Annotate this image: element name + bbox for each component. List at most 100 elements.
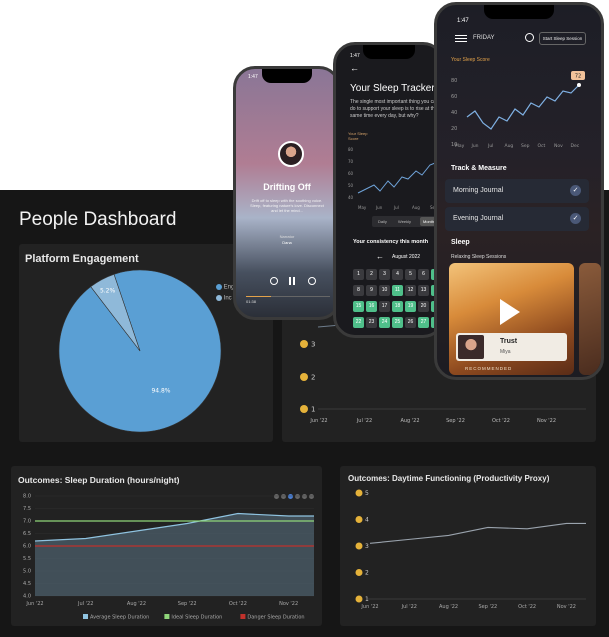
month-label: Jul [393,205,399,210]
emoji-icon [355,489,363,497]
card-info: Trust Miya [456,333,567,361]
legend-dot-icon [216,295,222,301]
phone-notch [262,69,312,83]
score-tick: 60 [348,171,354,176]
evening-journal-label: Evening Journal [453,215,504,222]
calendar-day[interactable]: 24 [379,317,390,328]
calendar-day[interactable]: 8 [353,285,364,296]
home-icon[interactable] [302,494,307,499]
daytime-line [369,522,586,544]
menu-icon[interactable] [309,494,314,499]
sleep-session-card[interactable]: Trust Miya RECOMMENDED [449,263,574,375]
sleep-y-tick: 5.0 [23,569,31,575]
legend-swatch [83,614,88,619]
daytime-x-label: Jun '22 [360,604,378,610]
phone-home: 1:47 FRIDAY Start Sleep Session Your Sle… [434,2,604,380]
calendar-day[interactable]: 1 [353,269,364,280]
sleep-y-tick: 7.0 [23,519,31,525]
sleep-y-tick: 8.0 [23,494,31,500]
calendar-day[interactable]: 12 [405,285,416,296]
toggle-monthly[interactable]: Monthly [420,217,441,226]
mood-x-label: Jun '22 [309,418,327,424]
score-tick: 60 [451,94,457,100]
sleep-x-label: Nov '22 [279,601,298,607]
score-tick: 50 [348,183,354,188]
calendar-day[interactable]: 23 [366,317,377,328]
zoom-out-icon[interactable] [274,494,279,499]
mood-x-label: Oct '22 [492,418,510,424]
mood-chart: 3 2 1 Jun '22 Jul '22 Aug '22 Sep '22 Oct '22 No… [300,321,586,424]
month-label: Jun [471,143,479,149]
morning-journal[interactable]: Morning Journal ✓ [445,179,589,203]
calendar-day[interactable]: 22 [353,317,364,328]
toggle-daily[interactable]: Daily [378,219,387,224]
score-line [466,84,580,130]
calendar-day[interactable]: 26 [405,317,416,328]
track-description: Drift off to sleep with the soothing voi… [250,198,324,213]
score-badge [571,71,585,80]
calendar-day[interactable]: 4 [392,269,403,280]
engagement-pie-chart: 94.8% 5.2% [58,269,222,433]
evening-journal[interactable]: Evening Journal ✓ [445,207,589,231]
progress-bar[interactable] [246,296,330,297]
calendar-day[interactable]: 16 [366,301,377,312]
month-label: Jul [487,143,493,149]
consistency-heading: Your consistency this month [353,239,429,245]
calendar-day[interactable]: 27 [418,317,429,328]
sleep-x-label: Oct '22 [229,601,247,607]
score-tick: 80 [451,78,457,84]
calendar-day[interactable]: 20 [418,301,429,312]
daytime-title: Outcomes: Daytime Functioning (Productiv… [348,474,550,483]
sleep-y-tick: 7.5 [23,506,31,512]
month-label: August 2022 [392,254,421,260]
mood-x-label: Jul '22 [356,418,372,424]
rewind-icon[interactable] [270,277,278,285]
prev-month-icon[interactable]: ← [376,252,384,261]
legend-item-inc[interactable]: Inc [216,295,232,302]
legend-item-eng[interactable]: Eng [216,284,234,291]
calendar-day[interactable]: 5 [405,269,416,280]
narrator-avatar [278,141,304,167]
calendar-day[interactable]: 11 [392,285,403,296]
legend-swatch [240,614,246,619]
calendar-day[interactable]: 9 [366,285,377,296]
narrator-name: Dana [282,240,292,245]
calendar-day[interactable]: 25 [392,317,403,328]
alarm-clock-icon[interactable] [525,33,534,42]
start-sleep-session-button[interactable]: Start Sleep Session [539,32,586,45]
chart-toolbar[interactable] [272,486,314,504]
sleep-x-label: Jun '22 [25,601,43,607]
daytime-y-tick: 5 [365,490,369,497]
play-button[interactable] [500,299,520,325]
toggle-weekly[interactable]: Weekly [398,219,412,224]
menu-icon[interactable] [455,35,467,42]
score-tick: 20 [451,126,457,132]
pause-button[interactable] [289,277,295,285]
calendar-day[interactable]: 3 [379,269,390,280]
calendar-day[interactable]: 10 [379,285,390,296]
calendar-day[interactable]: 18 [392,301,403,312]
pan-icon[interactable] [295,494,300,499]
search-icon[interactable] [288,494,293,499]
month-label: Sep [521,143,530,149]
sleep-x-label: Sep '22 [178,601,197,607]
calendar-day[interactable]: 2 [366,269,377,280]
calendar-day[interactable]: 19 [405,301,416,312]
sleep-y-tick: 4.5 [23,581,31,587]
month-label: Nov [554,143,563,149]
calendar-day[interactable]: 6 [418,269,429,280]
next-session-card[interactable] [579,263,601,375]
calendar-day[interactable]: 15 [353,301,364,312]
zoom-in-icon[interactable] [281,494,286,499]
score-tick: 70 [348,159,354,164]
score-point [577,83,581,87]
daytime-x-label: Aug '22 [439,604,458,610]
engagement-title: Platform Engagement [25,253,139,265]
calendar-day[interactable]: 13 [418,285,429,296]
back-arrow-icon[interactable]: ← [350,63,359,73]
calendar-day[interactable]: 17 [379,301,390,312]
sleep-area [35,513,314,596]
mood-tick-label: 3 [311,341,315,349]
period-toggle[interactable]: Daily Weekly Monthly [372,216,441,227]
forward-icon[interactable] [308,277,316,285]
